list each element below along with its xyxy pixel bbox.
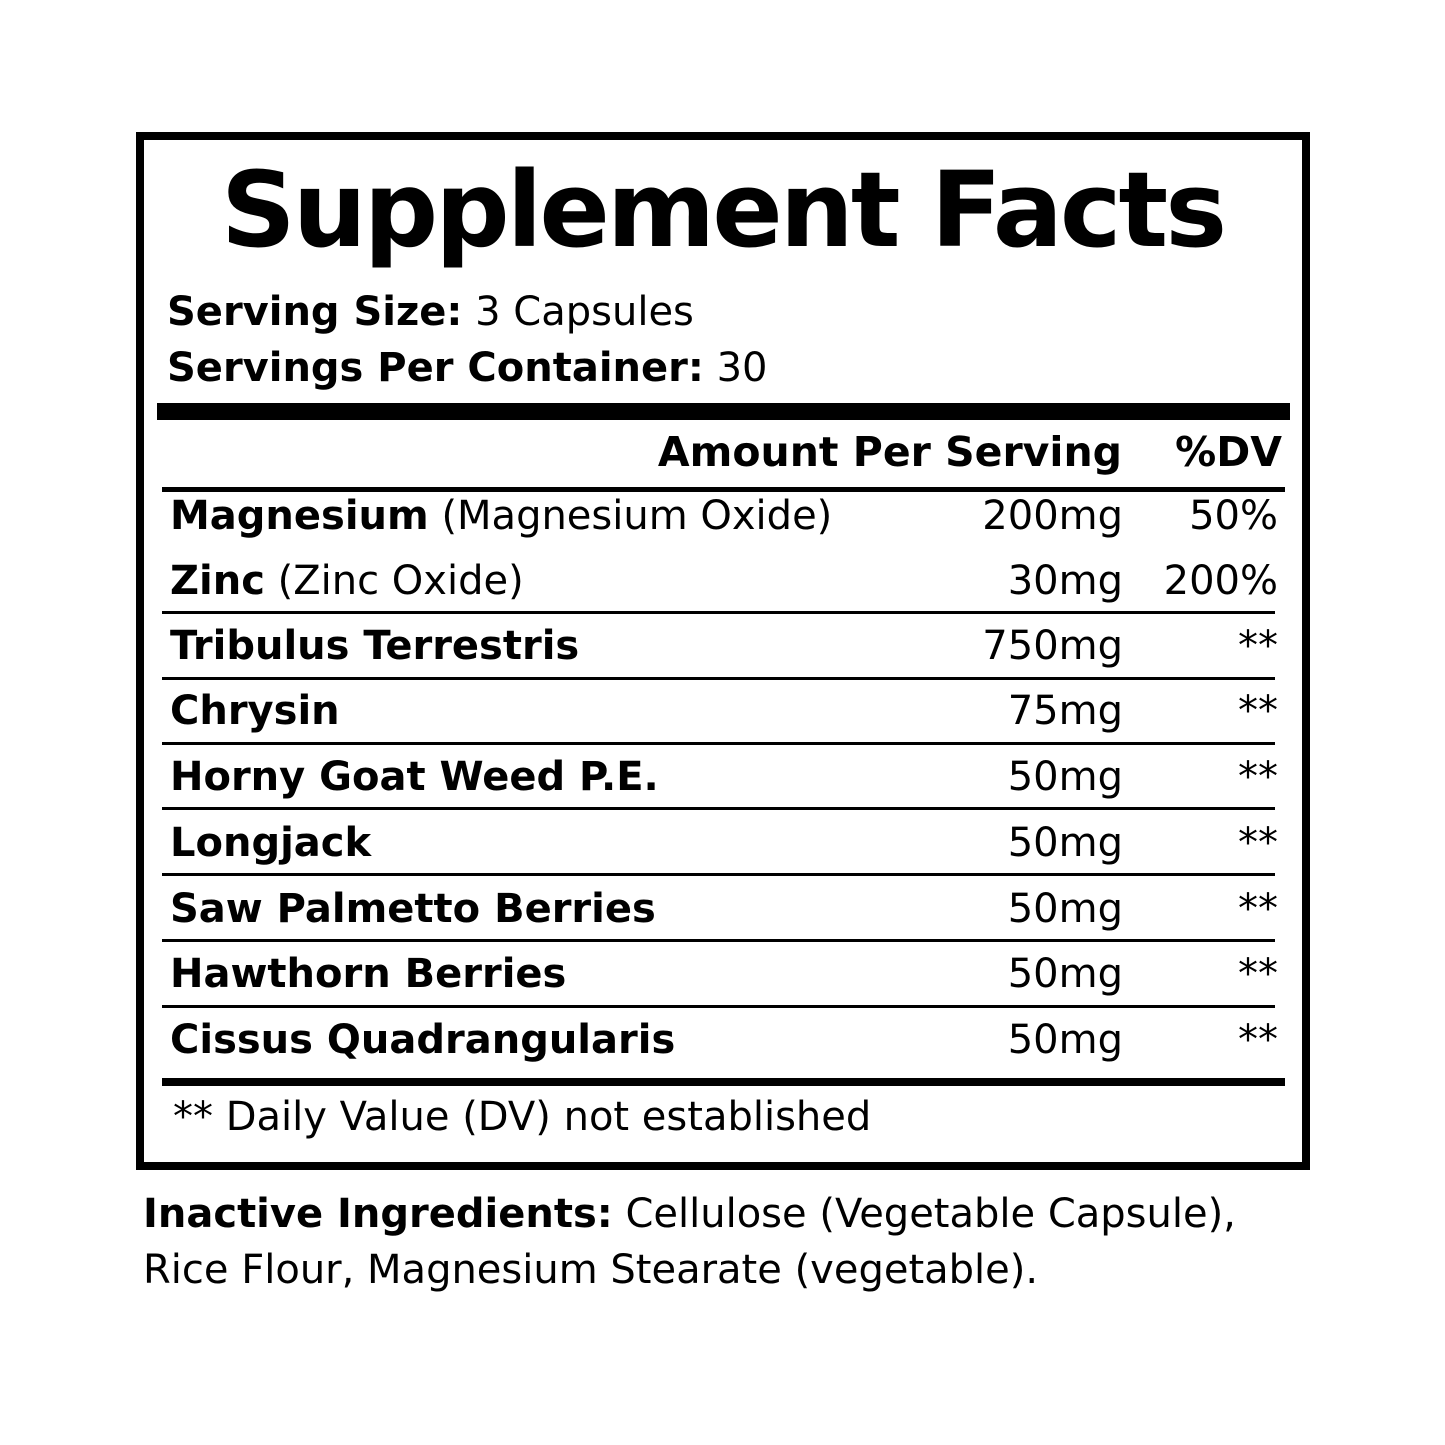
servings-per-container: Servings Per Container: 30 xyxy=(167,343,767,393)
inactive-ingredients: Inactive Ingredients: Cellulose (Vegetab… xyxy=(143,1186,1323,1298)
nutrient-name-bold: Horny Goat Weed P.E. xyxy=(170,754,659,800)
nutrient-dv: ** xyxy=(1238,623,1278,669)
table-row: Longjack 50mg ** xyxy=(170,818,1278,868)
footnote: ** Daily Value (DV) not established xyxy=(173,1094,872,1140)
nutrient-dv: ** xyxy=(1238,1017,1278,1063)
row-divider xyxy=(162,939,1275,942)
inactive-ingredients-text: Cellulose (Vegetable Capsule), Rice Flou… xyxy=(143,1191,1236,1293)
row-divider xyxy=(162,677,1275,680)
nutrient-amount: 50mg xyxy=(1007,886,1123,932)
nutrient-amount: 30mg xyxy=(1007,558,1123,604)
nutrient-dv: ** xyxy=(1238,754,1278,800)
nutrient-name-bold: Chrysin xyxy=(170,688,340,734)
nutrient-source: (Magnesium Oxide) xyxy=(441,493,833,539)
thick-divider xyxy=(157,403,1290,420)
nutrient-dv: ** xyxy=(1238,688,1278,734)
row-divider xyxy=(162,611,1275,614)
row-divider xyxy=(162,807,1275,810)
nutrient-name-bold: Cissus Quadrangularis xyxy=(170,1017,676,1063)
nutrient-amount: 50mg xyxy=(1007,951,1123,997)
row-divider xyxy=(162,873,1275,876)
nutrient-amount: 200mg xyxy=(982,493,1123,539)
nutrient-name-bold: Longjack xyxy=(170,820,372,866)
bottom-divider xyxy=(162,1078,1285,1086)
servings-per-container-value: 30 xyxy=(716,345,768,391)
serving-size-label: Serving Size: xyxy=(167,289,463,335)
supplement-facts-panel xyxy=(136,132,1310,1170)
nutrient-amount: 750mg xyxy=(982,623,1123,669)
nutrient-dv: ** xyxy=(1238,951,1278,997)
nutrient-dv: ** xyxy=(1238,886,1278,932)
nutrient-amount: 50mg xyxy=(1007,1017,1123,1063)
table-row: Zinc (Zinc Oxide) 30mg 200% xyxy=(170,556,1278,606)
nutrient-name-bold: Zinc xyxy=(170,558,265,604)
nutrient-name: Longjack xyxy=(170,818,371,868)
amount-per-serving-header: Amount Per Serving xyxy=(657,428,1122,476)
table-row: Hawthorn Berries 50mg ** xyxy=(170,949,1278,999)
dv-header: %DV xyxy=(1175,428,1282,476)
table-row: Tribulus Terrestris 750mg ** xyxy=(170,621,1278,671)
nutrient-name-bold: Magnesium xyxy=(170,493,429,539)
nutrient-name-bold: Hawthorn Berries xyxy=(170,951,567,997)
servings-per-container-label: Servings Per Container: xyxy=(167,345,704,391)
table-row: Chrysin 75mg ** xyxy=(170,686,1278,736)
nutrient-amount: 75mg xyxy=(1007,688,1123,734)
nutrient-name: Chrysin xyxy=(170,686,340,736)
serving-size-value: 3 Capsules xyxy=(475,289,694,335)
table-row: Magnesium (Magnesium Oxide) 200mg 50% xyxy=(170,491,1278,541)
table-row: Horny Goat Weed P.E. 50mg ** xyxy=(170,752,1278,802)
nutrient-dv: 50% xyxy=(1189,493,1278,539)
inactive-ingredients-label: Inactive Ingredients: xyxy=(143,1191,613,1237)
header-divider xyxy=(162,487,1285,492)
nutrient-name: Magnesium (Magnesium Oxide) xyxy=(170,491,832,541)
panel-title: Supplement Facts xyxy=(220,149,1227,271)
nutrient-name: Horny Goat Weed P.E. xyxy=(170,752,659,802)
nutrient-name: Cissus Quadrangularis xyxy=(170,1015,675,1065)
nutrient-dv: ** xyxy=(1238,820,1278,866)
nutrient-name-bold: Tribulus Terrestris xyxy=(170,623,580,669)
nutrient-dv: 200% xyxy=(1163,558,1278,604)
row-divider xyxy=(162,742,1275,745)
nutrient-name: Tribulus Terrestris xyxy=(170,621,579,671)
nutrient-name: Zinc (Zinc Oxide) xyxy=(170,556,524,606)
nutrient-name: Hawthorn Berries xyxy=(170,949,566,999)
nutrient-amount: 50mg xyxy=(1007,754,1123,800)
table-row: Saw Palmetto Berries 50mg ** xyxy=(170,884,1278,934)
nutrient-amount: 50mg xyxy=(1007,820,1123,866)
row-divider xyxy=(162,1005,1275,1008)
nutrient-name-bold: Saw Palmetto Berries xyxy=(170,886,656,932)
table-row: Cissus Quadrangularis 50mg ** xyxy=(170,1015,1278,1065)
nutrient-source: (Zinc Oxide) xyxy=(277,558,524,604)
nutrient-name: Saw Palmetto Berries xyxy=(170,884,656,934)
serving-size: Serving Size: 3 Capsules xyxy=(167,287,694,337)
